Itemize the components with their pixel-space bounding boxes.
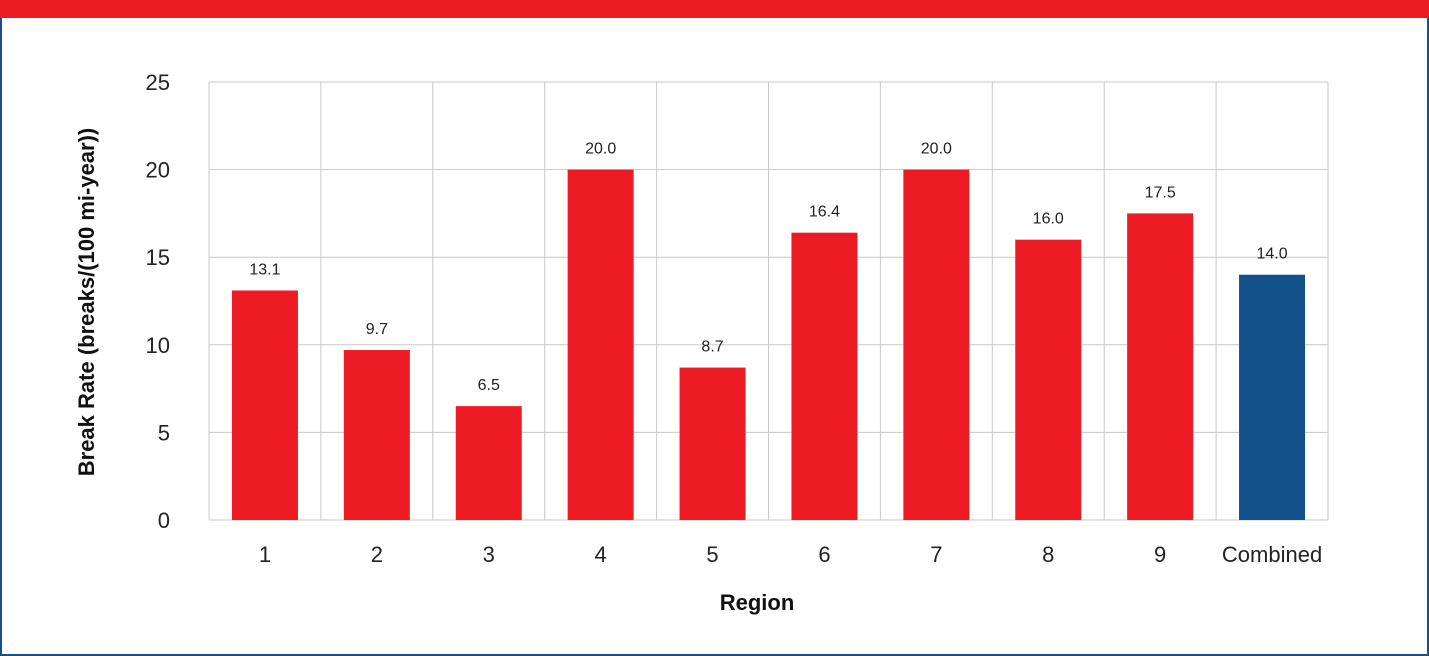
y-tick-label: 0 [158,508,170,533]
x-tick-label: 4 [595,542,607,567]
top-color-band [0,0,1429,18]
data-labels: 13.1 9.7 6.5 20.0 8.7 16.4 20.0 16.0 17.5 14.0 [249,141,1287,395]
x-tick-label: 8 [1042,542,1054,567]
bar [1239,274,1306,520]
x-tick-label: 3 [483,542,495,567]
x-tick-label: 9 [1154,542,1166,567]
bar [567,169,634,520]
data-label: 14.0 [1256,246,1287,263]
data-label: 17.5 [1145,184,1176,201]
x-tick-label: Combined [1222,542,1322,567]
bar [1127,213,1194,520]
y-tick-label: 5 [158,420,170,445]
y-tick-labels: 0 5 10 15 20 25 [146,70,170,533]
x-axis-title: Region [720,590,795,615]
bars [231,169,1306,520]
y-tick-label: 20 [146,158,170,183]
bar [903,169,970,520]
x-tick-labels: 1 2 3 4 5 6 7 8 9 Combined [259,542,1322,567]
data-label: 20.0 [585,141,616,158]
x-tick-label: 6 [818,542,830,567]
x-tick-label: 7 [930,542,942,567]
bar [1015,239,1082,520]
y-tick-label: 10 [146,333,170,358]
bar [679,367,746,520]
bar [231,290,298,520]
bar [791,232,858,520]
data-label: 8.7 [701,339,723,356]
y-axis-title: Break Rate (breaks/(100 mi-year)) [74,128,99,477]
x-tick-label: 2 [371,542,383,567]
bar [343,350,410,520]
data-label: 13.1 [249,261,280,278]
data-label: 16.0 [1033,211,1064,228]
bar [455,406,522,520]
x-tick-label: 1 [259,542,271,567]
y-tick-label: 25 [146,70,170,95]
x-tick-label: 5 [706,542,718,567]
data-label: 6.5 [478,377,500,394]
data-label: 9.7 [366,321,388,338]
data-label: 16.4 [809,204,840,221]
data-label: 20.0 [921,141,952,158]
y-tick-label: 15 [146,245,170,270]
